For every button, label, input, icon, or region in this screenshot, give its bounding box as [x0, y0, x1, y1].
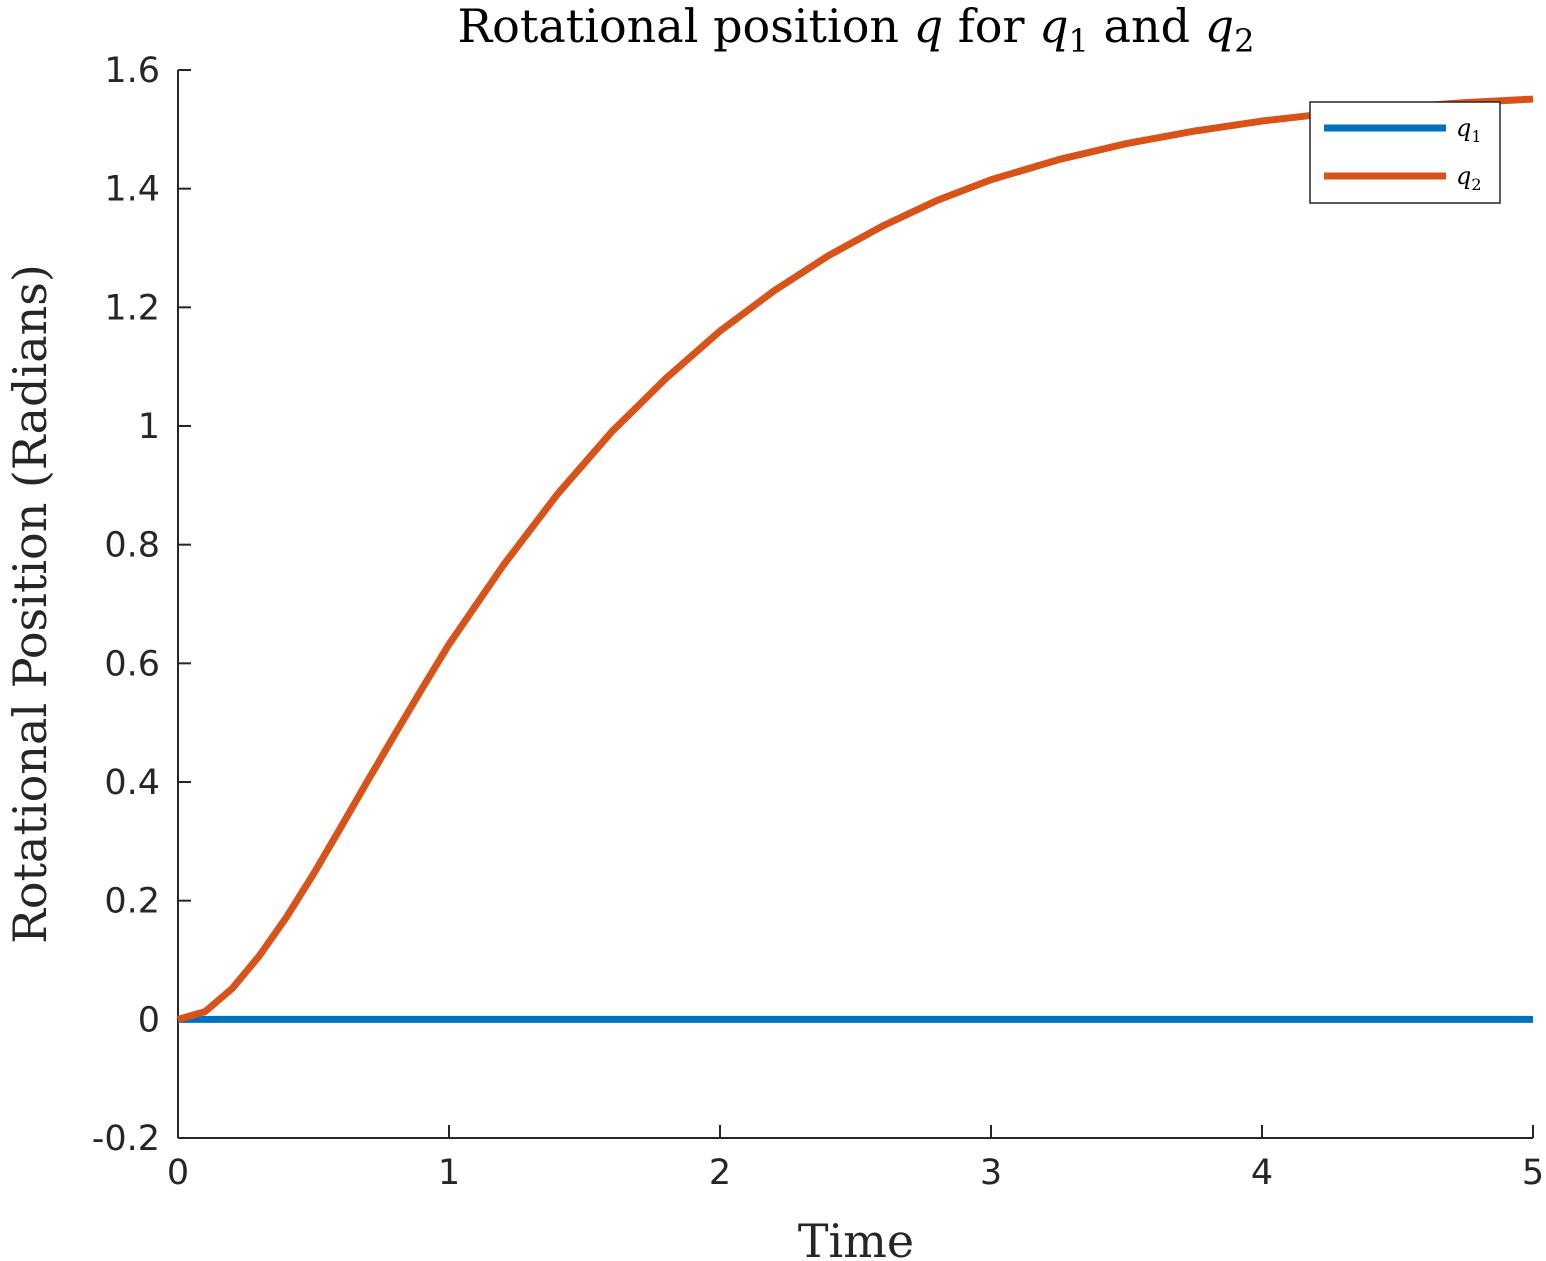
- axes: 0 1 2 3 4 5-0.200.20.40.60.811.21.41.6: [92, 51, 1544, 1193]
- y-tick-label: 0.8: [104, 526, 160, 566]
- legend-label-base: q: [1456, 162, 1471, 190]
- y-tick-label: -0.2: [92, 1119, 160, 1159]
- y-tick-label: 1.6: [104, 51, 160, 91]
- x-tick-label: 2: [709, 1153, 731, 1193]
- y-tick-label: 0.6: [104, 644, 160, 684]
- title-q1-base: q: [1039, 0, 1068, 53]
- title-q: q: [914, 0, 943, 53]
- y-tick-label: 1.2: [104, 288, 160, 328]
- legend-box: [1309, 101, 1501, 204]
- title-and: and: [1089, 0, 1205, 53]
- y-axis-title: Rotational Position (Radians): [3, 264, 57, 944]
- x-tick-label: 5: [1522, 1153, 1544, 1193]
- x-tick-label: 3: [980, 1153, 1002, 1193]
- chart-title: Rotational position q for q1 and q2: [458, 0, 1255, 60]
- title-q1-sub: 1: [1069, 22, 1089, 60]
- legend-label-base: q: [1456, 114, 1471, 142]
- title-q2-base: q: [1205, 0, 1234, 53]
- legend-label-sub: 2: [1471, 175, 1481, 194]
- x-tick-label: 4: [1251, 1153, 1273, 1193]
- x-tick-label: 1: [438, 1153, 460, 1193]
- title-prefix: Rotational position: [458, 0, 914, 53]
- y-tick-label: 0: [138, 1000, 160, 1040]
- x-tick-label: 0: [167, 1153, 189, 1193]
- x-axis-title: Time: [798, 1214, 914, 1261]
- legend-label-sub: 1: [1471, 127, 1481, 146]
- legend-label-q2: q2: [1456, 162, 1482, 194]
- series-line-q2: [177, 95, 1534, 1023]
- y-tick-label: 1.4: [104, 170, 160, 210]
- title-q2-sub: 2: [1234, 22, 1254, 60]
- legend-label-q1: q1: [1456, 114, 1482, 146]
- title-for: for: [943, 0, 1039, 53]
- y-tick-label: 1: [138, 407, 160, 447]
- y-tick-label: 0.2: [104, 882, 160, 922]
- y-tick-label: 0.4: [104, 763, 160, 803]
- series-lines: [177, 95, 1534, 1023]
